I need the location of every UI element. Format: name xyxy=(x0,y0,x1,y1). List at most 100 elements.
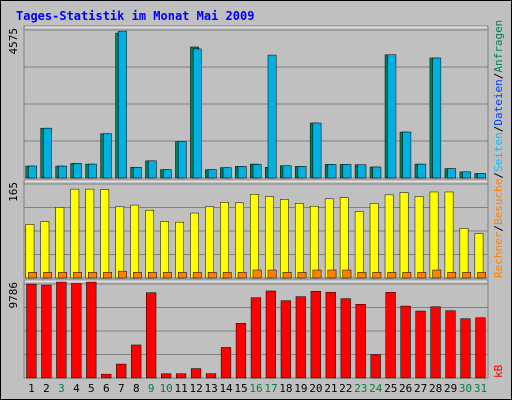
bar-kb-5 xyxy=(86,281,97,379)
y-axis-labels: 4575 165 9786 xyxy=(7,28,20,309)
bar-dateien-4 xyxy=(73,163,82,179)
bar-dateien-9 xyxy=(147,160,157,179)
right-legend-text: Rechner/Besuche/Seiten/Dateien/Anfragen xyxy=(492,20,505,278)
x-tick-label-13: 13 xyxy=(204,382,217,395)
bar-rechner-12 xyxy=(192,272,202,279)
bar-rechner-22 xyxy=(342,269,352,279)
bar-dateien-12 xyxy=(192,48,202,179)
bar-besuche-17 xyxy=(265,196,274,279)
bar-dateien-31 xyxy=(477,173,487,179)
bar-rechner-15 xyxy=(237,272,247,279)
legend-entry: Seiten xyxy=(492,132,505,172)
bar-rechner-21 xyxy=(327,269,337,279)
bar-dateien-26 xyxy=(402,131,412,179)
x-tick-label-27: 27 xyxy=(414,382,427,395)
x-tick-label-21: 21 xyxy=(324,382,337,395)
bar-dateien-23 xyxy=(357,164,367,179)
bar-kb-30 xyxy=(460,318,471,379)
bar-rechner-17 xyxy=(267,269,277,279)
bar-rechner-13 xyxy=(207,272,217,279)
bar-rechner-27 xyxy=(417,272,427,279)
x-tick-label-12: 12 xyxy=(190,382,203,395)
bar-kb-18 xyxy=(280,300,291,379)
panel-top xyxy=(23,25,489,179)
bar-kb-23 xyxy=(355,303,366,379)
panel-bottom xyxy=(23,279,489,379)
x-tick-label-11: 11 xyxy=(175,382,188,395)
bar-kb-9 xyxy=(146,292,157,379)
bar-besuche-24 xyxy=(369,203,379,279)
x-tick-label-16: 16 xyxy=(249,382,262,395)
bar-dateien-30 xyxy=(462,171,472,179)
bar-dateien-8 xyxy=(133,167,142,179)
bar-kb-16 xyxy=(250,297,262,379)
x-tick-label-15: 15 xyxy=(234,382,247,395)
bar-besuche-15 xyxy=(235,202,244,279)
bar-besuche-31 xyxy=(474,233,484,279)
bar-rechner-20 xyxy=(312,269,322,279)
bar-besuche-14 xyxy=(220,201,229,279)
bar-rechner-25 xyxy=(387,272,397,279)
bar-rechner-11 xyxy=(177,272,187,279)
bar-besuche-13 xyxy=(205,206,214,279)
bar-kb-14 xyxy=(220,347,232,379)
bar-besuche-21 xyxy=(324,198,334,279)
bar-dateien-27 xyxy=(417,163,427,179)
bar-rechner-18 xyxy=(282,272,292,279)
bar-dateien-13 xyxy=(207,169,217,179)
bar-kb-6 xyxy=(101,373,112,379)
bar-rechner-10 xyxy=(162,272,172,279)
bar-besuche-20 xyxy=(309,205,319,279)
bar-rechner-28 xyxy=(432,269,442,279)
bar-dateien-19 xyxy=(297,166,307,179)
bar-rechner-30 xyxy=(462,272,472,279)
bar-kb-7 xyxy=(116,363,127,379)
x-tick-label-25: 25 xyxy=(384,382,397,395)
bar-dateien-28 xyxy=(432,57,442,179)
bar-besuche-28 xyxy=(429,191,439,279)
bar-besuche-29 xyxy=(444,191,454,279)
bar-kb-1 xyxy=(26,283,37,379)
bar-kb-31 xyxy=(475,317,486,379)
bar-besuche-27 xyxy=(414,196,424,279)
bar-besuche-1 xyxy=(25,224,35,279)
bar-dateien-5 xyxy=(88,163,97,179)
x-tick-label-29: 29 xyxy=(444,382,457,395)
x-tick-label-7: 7 xyxy=(118,382,125,395)
x-tick-label-14: 14 xyxy=(219,382,233,395)
x-tick-label-3: 3 xyxy=(58,382,65,395)
bar-besuche-8 xyxy=(130,204,140,279)
x-tick-label-8: 8 xyxy=(133,382,140,395)
x-tick-label-18: 18 xyxy=(279,382,292,395)
bar-dateien-24 xyxy=(372,166,382,179)
bar-dateien-1 xyxy=(28,165,37,179)
x-tick-label-24: 24 xyxy=(369,382,383,395)
x-tick-label-1: 1 xyxy=(28,382,35,395)
bar-besuche-25 xyxy=(384,194,394,279)
bar-kb-19 xyxy=(295,296,306,379)
bar-besuche-7 xyxy=(115,206,125,279)
panel-background xyxy=(23,25,489,179)
bar-rechner-9 xyxy=(147,272,157,279)
x-tick-label-31: 31 xyxy=(474,382,487,395)
bar-rechner-7 xyxy=(118,270,127,279)
bar-kb-24 xyxy=(370,354,381,379)
x-tick-label-10: 10 xyxy=(160,382,173,395)
bar-dateien-7 xyxy=(118,30,127,179)
bar-besuche-30 xyxy=(459,228,469,279)
bar-kb-8 xyxy=(131,344,142,379)
x-tick-label-23: 23 xyxy=(354,382,367,395)
bar-besuche-19 xyxy=(294,203,304,279)
x-tick-label-20: 20 xyxy=(309,382,322,395)
bar-dateien-16 xyxy=(252,164,262,179)
x-axis-labels: 1 2 3 4 5 6 7 8 9 10 11 12 13 14 15 16 17 18 19 20 21 22 23 24 2… xyxy=(28,382,487,395)
bar-kb-10 xyxy=(161,373,172,379)
x-tick-label-30: 30 xyxy=(459,382,472,395)
bar-rechner-6 xyxy=(103,272,112,279)
bar-dateien-22 xyxy=(342,164,352,179)
y-max-label-middle: 165 xyxy=(7,182,20,202)
panel-middle xyxy=(23,179,489,279)
x-tick-label-26: 26 xyxy=(399,382,412,395)
